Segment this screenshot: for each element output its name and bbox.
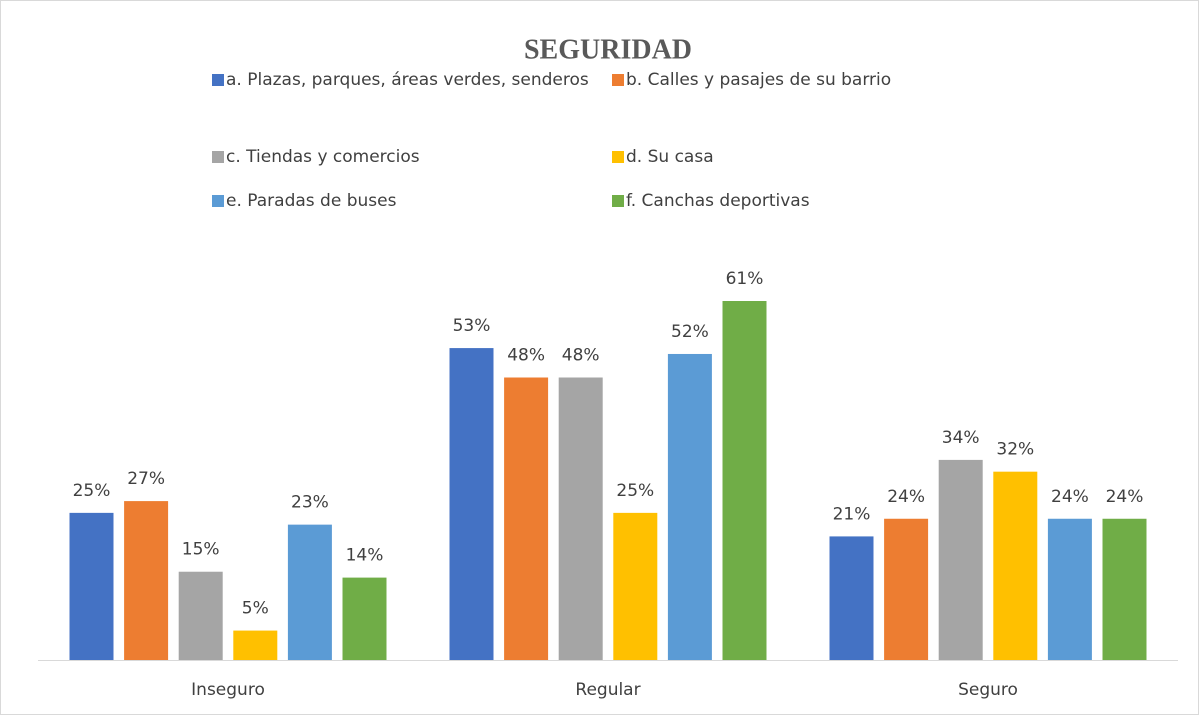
bar <box>613 512 658 660</box>
data-label: 32% <box>996 440 1034 460</box>
data-label: 53% <box>453 316 491 336</box>
legend-swatch <box>612 195 624 207</box>
legend-label: f. Canchas deportivas <box>626 191 810 211</box>
legend-swatch <box>212 74 224 86</box>
data-label: 25% <box>616 481 654 501</box>
data-label: 27% <box>127 469 165 489</box>
chart-title: SEGURIDAD <box>524 34 692 65</box>
data-label: 24% <box>887 487 925 507</box>
legend-swatch <box>212 195 224 207</box>
bar <box>722 301 767 660</box>
data-label: 15% <box>182 540 220 560</box>
data-label: 34% <box>942 428 980 448</box>
data-label: 25% <box>73 481 111 501</box>
legend-label: d. Su casa <box>626 147 714 167</box>
bar <box>884 518 929 660</box>
bar <box>504 377 549 660</box>
legend-label: b. Calles y pasajes de su barrio <box>626 70 891 90</box>
x-tick-label: Regular <box>575 680 640 700</box>
data-label: 24% <box>1106 487 1144 507</box>
x-tick-label: Seguro <box>958 680 1018 700</box>
legend-label: e. Paradas de buses <box>226 191 397 211</box>
bar <box>449 348 494 660</box>
data-label: 48% <box>507 346 545 366</box>
data-label: 21% <box>833 504 871 524</box>
bar <box>1047 518 1092 660</box>
bar <box>342 577 387 660</box>
legend-swatch <box>212 151 224 163</box>
legend-label: c. Tiendas y comercios <box>226 147 420 167</box>
data-label: 61% <box>726 269 764 289</box>
bar <box>558 377 603 660</box>
data-label: 52% <box>671 322 709 342</box>
bar <box>667 353 712 660</box>
legend-label: a. Plazas, parques, áreas verdes, sender… <box>226 70 589 90</box>
bar <box>287 524 332 660</box>
bar <box>69 512 114 660</box>
data-label: 48% <box>562 346 600 366</box>
data-label: 14% <box>346 546 384 566</box>
bar <box>829 536 874 660</box>
x-tick-label: Inseguro <box>191 680 265 700</box>
bar <box>938 459 983 660</box>
bar <box>1102 518 1147 660</box>
data-label: 24% <box>1051 487 1089 507</box>
data-label: 5% <box>242 599 269 619</box>
bar <box>233 630 278 660</box>
bar <box>178 571 223 660</box>
bar <box>124 501 169 660</box>
legend-swatch <box>612 151 624 163</box>
data-label: 23% <box>291 493 329 513</box>
legend-swatch <box>612 74 624 86</box>
bar <box>993 471 1038 660</box>
